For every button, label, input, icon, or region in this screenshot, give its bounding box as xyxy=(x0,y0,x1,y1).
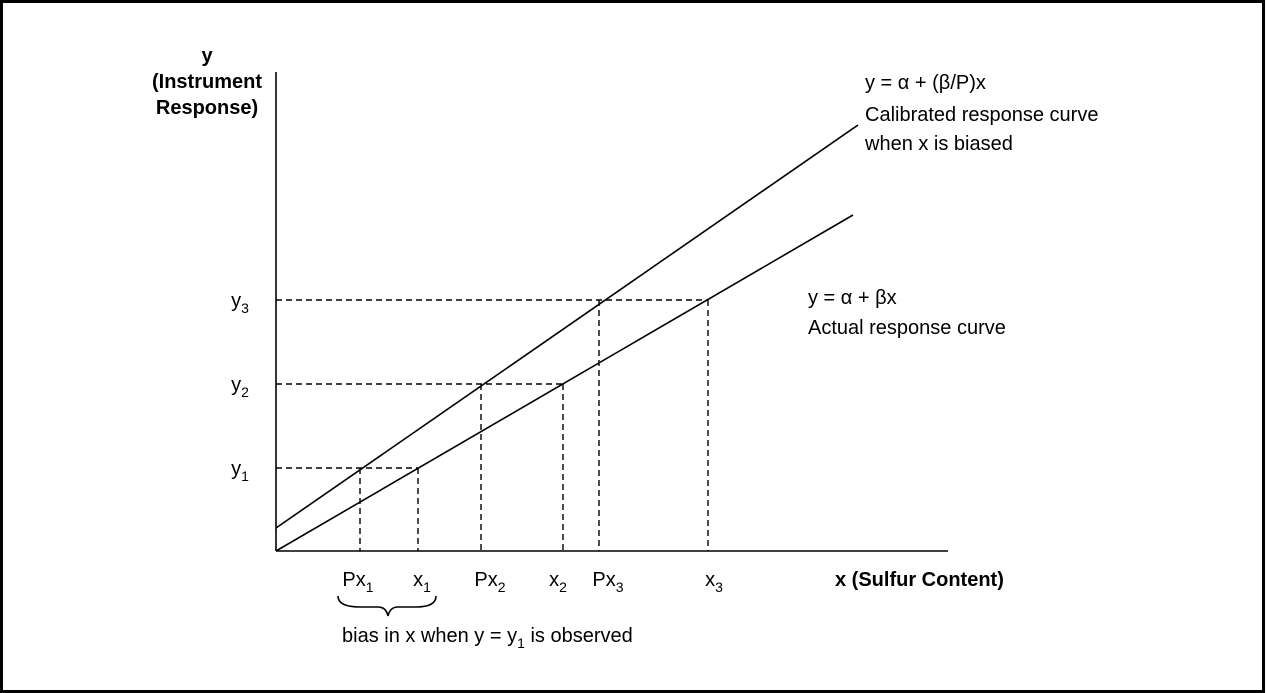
x-axis-title: x (Sulfur Content) xyxy=(835,569,1004,591)
curve-label: Actual response curve xyxy=(808,317,1006,339)
calibrated-line xyxy=(275,124,859,529)
x-label: x1 xyxy=(413,569,431,595)
y-axis-title: Response) xyxy=(156,97,258,119)
y-axis-title: (Instrument xyxy=(152,71,262,93)
x-label: Px1 xyxy=(342,569,373,595)
x-label: x3 xyxy=(705,569,723,595)
x-label: x2 xyxy=(549,569,567,595)
y-label: y1 xyxy=(231,458,249,484)
y-axis-title: y xyxy=(201,45,213,67)
equation: y = α + βx xyxy=(808,287,897,309)
actual-line xyxy=(275,214,854,552)
curve-label: Calibrated response curve xyxy=(865,104,1098,126)
caption: bias in x when y = y1 is observed xyxy=(342,625,633,651)
brace xyxy=(337,595,437,617)
guides xyxy=(276,299,709,551)
curve-label: when x is biased xyxy=(864,133,1013,155)
equation: y = α + (β/P)x xyxy=(865,72,986,94)
x-label: Px2 xyxy=(474,569,505,595)
y-label: y3 xyxy=(231,290,249,316)
y-label: y2 xyxy=(231,374,249,400)
x-label: Px3 xyxy=(592,569,623,595)
